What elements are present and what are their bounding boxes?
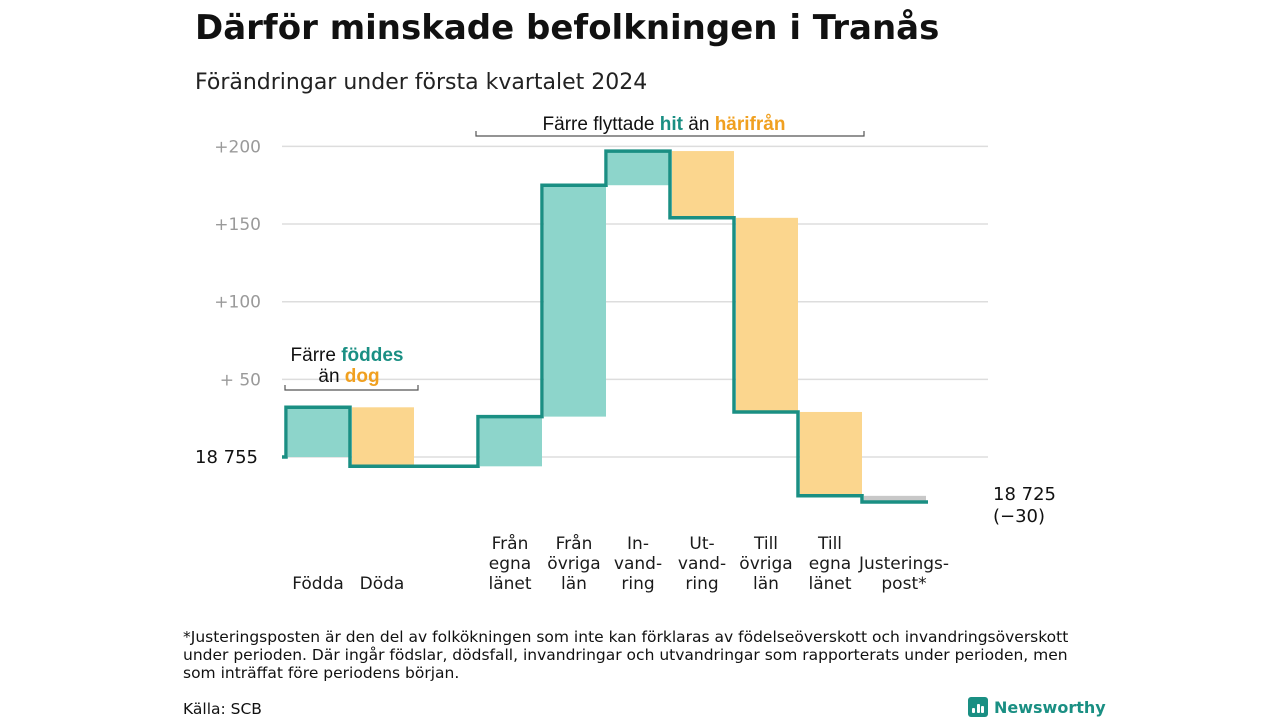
annotation-part: än [318,366,344,387]
category-label: Från egna länet [488,533,531,594]
chart-title: Därför minskade befolkningen i Tranås [195,8,940,48]
bracket-migration [475,131,865,137]
category-label-line: In- [627,534,649,554]
annotation-births-line1: Färre föddes [291,345,404,366]
category-label-line: egna [489,554,531,574]
category-label: In-vand-ring [614,534,662,594]
category-label: Döda [360,574,405,594]
bar-invandring [608,151,670,186]
category-label-line: Till [753,534,778,554]
bar-till-egna-länet [800,411,862,496]
category-label-line: övriga [547,554,600,574]
category-label: Till egna länet [808,534,851,594]
bar-till-övriga-län [736,217,798,412]
footnote: *Justeringsposten är den del av folkökni… [183,628,1069,682]
bar-justeringspost- [864,495,926,503]
category-label: Födda [292,574,344,594]
category-label-line: ring [621,574,654,594]
chart-subtitle: Förändringar under första kvartalet 2024 [195,70,648,95]
category-label-line: Födda [292,574,344,594]
bar-födda [288,407,350,457]
y-tick-label: +150 [214,215,261,235]
annotation-births-line2: än dog [318,366,379,387]
category-label: Ut-vand-ring [678,534,726,594]
category-label-line: län [753,574,779,594]
bar-chart-icon [968,697,988,717]
annotation-part: Färre [291,345,342,366]
bar-från-egna-länet [480,416,542,467]
category-label: Från övriga län [547,533,600,594]
annotation-part: föddes [341,345,403,366]
source-label: Källa: SCB [183,700,262,718]
annotation-part: dog [345,366,380,387]
category-label-line: länet [808,574,851,594]
annotation-part: än [683,114,715,135]
end-value-label: 18 725 [993,484,1056,505]
bar-från-övriga-län [544,185,606,417]
annotation-part: Färre flyttade [543,114,660,135]
waterfall-chart: +200 +150 +100 + 50 18 755 18 725(−30) Födda Dö… [195,114,1056,594]
bar-utvandring [672,151,734,218]
category-label-line: Justerings- [858,554,949,574]
category-label-line: Döda [360,574,405,594]
annotation-part: hit [660,114,684,135]
brand-logo: Newsworthy [968,697,1106,717]
category-label-line: Från [556,533,593,554]
y-tick-label: + 50 [220,370,261,390]
category-label: Till övriga län [739,534,792,594]
category-label-line: post* [881,574,926,594]
category-label-line: Från [492,533,529,554]
category-label-line: Ut- [689,534,714,554]
category-label-line: övriga [739,554,792,574]
annotation-part: härifrån [715,114,786,135]
category-label-line: vand- [614,554,662,574]
cumulative-step-line [282,149,928,504]
y-tick-label: +200 [214,137,261,157]
annotation-migration: Färre flyttade hit än härifrån [543,114,786,135]
category-label-line: ring [685,574,718,594]
end-change-label: (−30) [993,506,1045,527]
bar-döda [352,407,414,467]
bracket-births [284,385,419,391]
category-label-line: län [561,574,587,594]
category-label-line: egna [809,554,851,574]
category-label-line: vand- [678,554,726,574]
category-label: Justerings-post* [858,554,949,594]
y-tick-label: +100 [214,293,261,313]
category-label-line: länet [488,574,531,594]
start-value-label: 18 755 [195,447,258,468]
brand-name: Newsworthy [994,697,1106,717]
category-label-line: Till [817,534,842,554]
